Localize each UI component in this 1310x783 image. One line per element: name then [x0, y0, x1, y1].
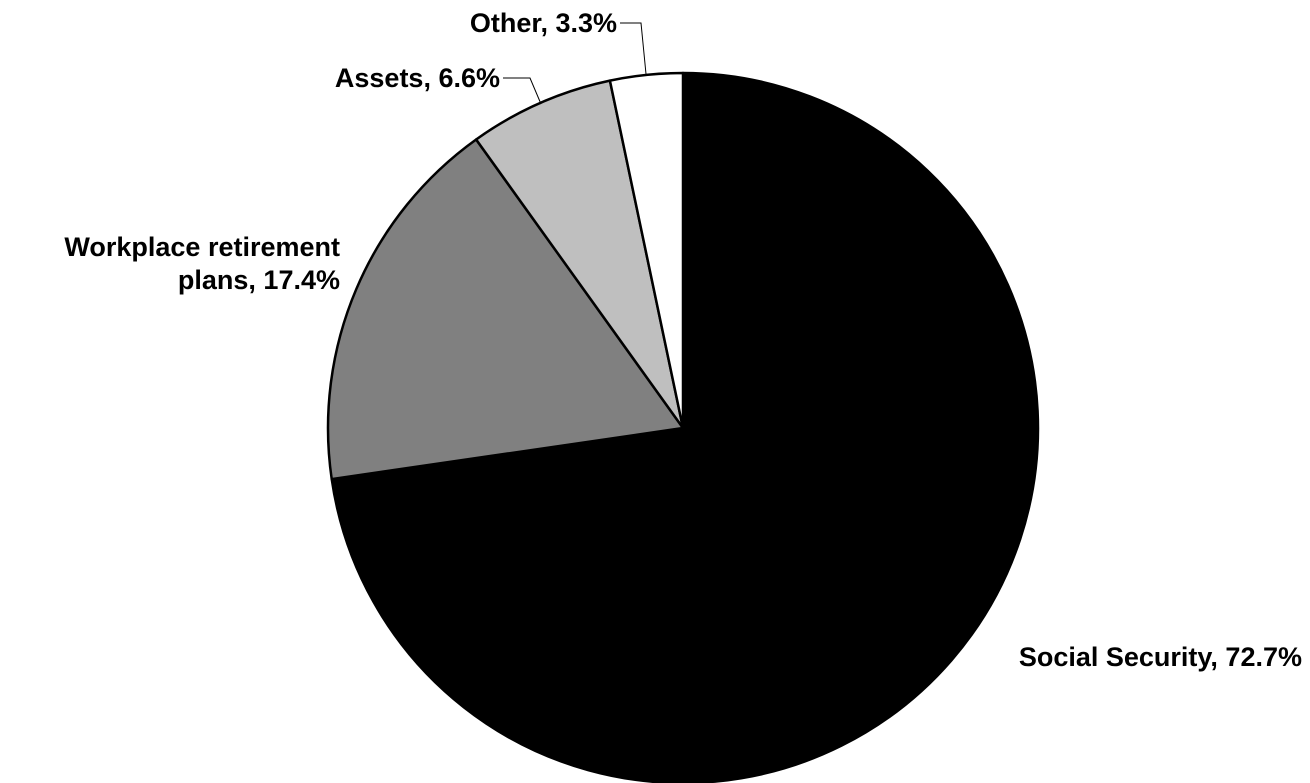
slice-label-line: Other, 3.3% [470, 8, 617, 38]
pie-slice-workplace-retirement-plans [326, 138, 685, 481]
slice-label-assets: Assets, 6.6% [335, 63, 500, 93]
slice-label-line: plans, 17.4% [178, 265, 340, 295]
leader-lines [503, 22, 647, 105]
slice-label-line: Assets, 6.6% [335, 63, 500, 93]
slice-labels: Social Security, 72.7% Workplace retireme… [64, 8, 1302, 672]
slice-label-line: Social Security, 72.7% [1019, 642, 1302, 672]
pie-slices [326, 71, 1040, 783]
slice-label-social-security: Social Security, 72.7% [1019, 642, 1302, 672]
slice-label-line: Workplace retirement [64, 232, 340, 262]
pie-slice-assets [474, 79, 685, 430]
pie-slice-other [608, 71, 685, 430]
leader-line-assets [503, 77, 542, 105]
leader-line-other [620, 22, 647, 75]
slice-label-workplace-retirement-plans: Workplace retirement plans, 17.4% [64, 232, 340, 295]
pie-slice-social-security [330, 71, 1040, 783]
slice-label-other: Other, 3.3% [470, 8, 617, 38]
